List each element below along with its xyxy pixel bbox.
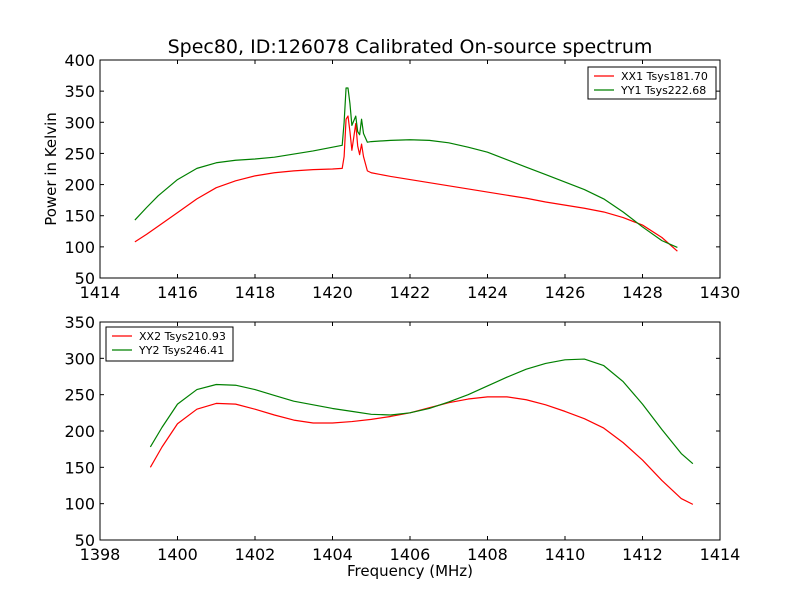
y-tick-label: 300	[64, 349, 95, 368]
y-axis-title: Power in Kelvin	[42, 112, 60, 226]
y-tick-label: 50	[75, 531, 95, 550]
y-tick-label: 300	[64, 113, 95, 132]
series-line-2-1	[149, 396, 694, 505]
x-tick-label: 1426	[545, 283, 586, 302]
x-tick-label: 1424	[467, 283, 508, 302]
series-line-1-2	[134, 87, 678, 249]
chart-title: Spec80, ID:126078 Calibrated On-source s…	[168, 36, 653, 58]
y-tick-label: 100	[64, 495, 95, 514]
x-tick-label: 1404	[312, 545, 353, 564]
series-line-1-1	[134, 115, 678, 252]
x-tick-label: 1420	[312, 283, 353, 302]
y-tick-label: 350	[64, 82, 95, 101]
y-tick-label: 100	[64, 238, 95, 257]
x-tick-label: 1402	[235, 545, 276, 564]
y-tick-label: 150	[64, 207, 95, 226]
x-tick-label: 1430	[700, 283, 741, 302]
x-tick-label: 1428	[622, 283, 663, 302]
y-tick-label: 150	[64, 458, 95, 477]
x-axis-title: Frequency (MHz)	[347, 562, 473, 580]
x-tick-label: 1410	[545, 545, 586, 564]
x-tick-label: 1418	[235, 283, 276, 302]
x-tick-label: 1414	[80, 283, 121, 302]
y-tick-label: 200	[64, 176, 95, 195]
x-tick-label: 1398	[80, 545, 121, 564]
y-tick-label: 200	[64, 422, 95, 441]
y-tick-label: 250	[64, 144, 95, 163]
y-tick-label: 50	[75, 269, 95, 288]
x-tick-label: 1406	[390, 545, 431, 564]
y-tick-label: 350	[64, 313, 95, 332]
y-tick-label: 400	[64, 51, 95, 70]
plot-panel-1: 1414 1416 1418 1420 1422 1424 1426 1428 1430 50 10…	[42, 51, 740, 302]
legend-entry: XX2 Tsys210.93	[139, 330, 226, 343]
legend-entry: YY1 Tsys222.68	[620, 84, 706, 97]
legend-box	[105, 326, 234, 362]
legend-entry: YY2 Tsys246.41	[138, 344, 224, 357]
y-tick-label: 250	[64, 386, 95, 405]
x-tick-label: 1414	[700, 545, 741, 564]
x-tick-label: 1412	[622, 545, 663, 564]
x-tick-label: 1422	[390, 283, 431, 302]
x-tick-label: 1400	[157, 545, 198, 564]
legend-box	[587, 66, 717, 100]
plot-panel-2: 1398 1400 1402 1404 1406 1408 1410 1412 1414 50 10…	[64, 313, 740, 580]
x-tick-label: 1416	[157, 283, 198, 302]
x-tick-label: 1408	[467, 545, 508, 564]
series-line-2-2	[149, 358, 694, 465]
legend-entry: XX1 Tsys181.70	[621, 70, 708, 83]
